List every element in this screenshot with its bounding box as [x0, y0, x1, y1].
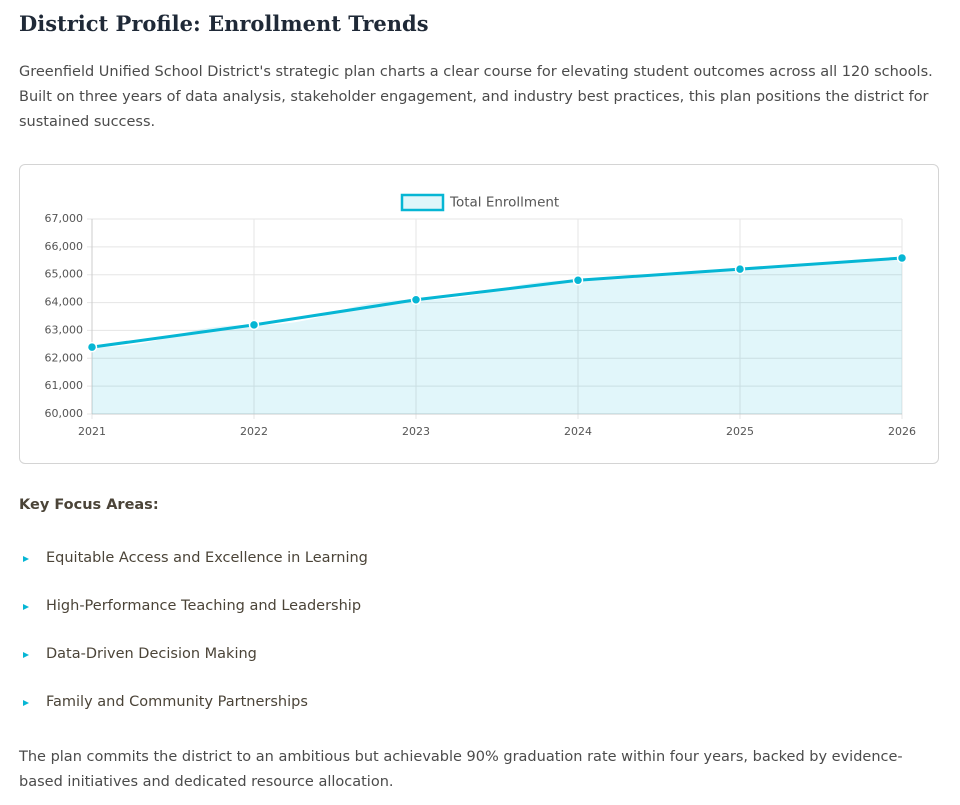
focus-item: High-Performance Teaching and Leadership: [46, 598, 362, 614]
x-tick-label: 2023: [402, 425, 430, 438]
y-tick-label: 64,000: [45, 296, 84, 309]
y-tick-label: 65,000: [45, 268, 84, 281]
y-tick-label: 67,000: [45, 212, 84, 225]
chart: Total Enrollment 60,000 61,000 62,000 63,00…: [45, 193, 916, 438]
bullet: [23, 604, 29, 610]
intro-paragraph: Greenfield Unified School District's str…: [19, 64, 933, 130]
focus-item: Equitable Access and Excellence in Learn…: [46, 550, 368, 566]
y-tick-label: 62,000: [45, 351, 84, 364]
chart-card: Total Enrollment 60,000 61,000 62,000 63,00…: [19, 164, 939, 464]
x-tick-label: 2022: [240, 425, 268, 438]
page-title: District Profile: Enrollment Trends: [19, 11, 429, 36]
bullet: [23, 652, 29, 658]
legend-swatch: [400, 193, 445, 212]
closing-paragraph: The plan commits the district to an ambi…: [19, 749, 903, 790]
x-tick-label: 2021: [78, 425, 106, 438]
y-tick-label: 66,000: [45, 240, 84, 253]
x-tick-label: 2024: [564, 425, 592, 438]
x-tick-label: 2026: [888, 425, 916, 438]
point: [572, 275, 584, 286]
point: [248, 319, 260, 331]
point: [734, 263, 746, 275]
bullet: [23, 556, 29, 562]
line: [91, 256, 903, 349]
area-fill: [92, 258, 902, 414]
point: [410, 294, 422, 306]
focus-item: Data-Driven Decision Making: [46, 646, 257, 662]
legend-label: Total Enrollment: [449, 195, 559, 211]
focus-heading: Key Focus Areas:: [19, 497, 159, 513]
y-tick-label: 63,000: [45, 323, 84, 336]
x-tick-label: 2025: [726, 425, 754, 438]
y-tick-label: 61,000: [45, 379, 84, 392]
y-tick-label: 60,000: [45, 407, 84, 420]
bullet: [23, 700, 29, 706]
point: [86, 341, 98, 353]
point: [896, 252, 908, 264]
focus-item: Family and Community Partnerships: [46, 694, 308, 710]
